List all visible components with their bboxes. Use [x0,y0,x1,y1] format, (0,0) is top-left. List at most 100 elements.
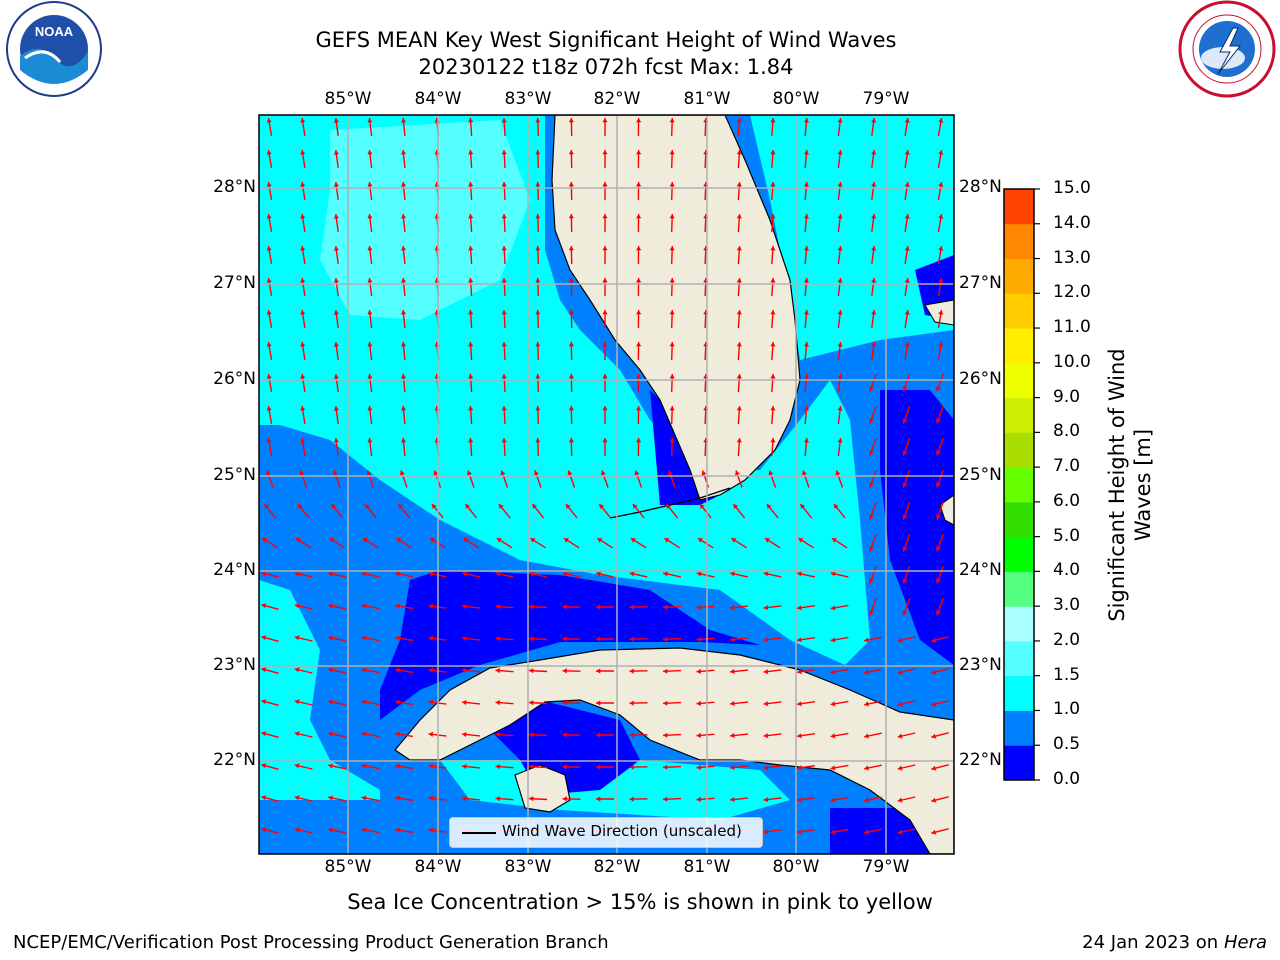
wind-arrow-head [429,538,435,543]
wind-arrow-head [568,150,574,155]
lon-label-top: 81°W [683,89,731,109]
wind-arrow-head [602,182,608,187]
wind-arrow-head [902,450,908,456]
wind-arrow-head [636,182,642,187]
wind-arrow-head [803,374,809,379]
wind-arrow-head [803,438,809,443]
wind-arrow-head [261,795,267,801]
footer-date-text: 24 Jan 2023 on [1082,932,1224,953]
lon-label-bottom: 81°W [683,857,731,877]
wind-arrow-head [294,731,300,737]
wind-arrow-head [629,636,634,642]
wind-arrow-head [602,438,608,443]
wind-arrow-head [797,701,802,707]
wind-arrow-head [904,246,910,251]
wind-arrow-head [596,764,601,770]
colorbar-segment [1004,640,1034,677]
sea-ice-note: Sea Ice Concentration > 15% is shown in … [347,890,933,914]
wind-arrow-head [495,732,500,738]
wind-arrow-head [529,732,534,738]
wind-arrow-head [401,150,407,155]
lat-label-left: 28°N [213,177,256,197]
wind-arrow-head [629,668,634,674]
wind-arrow-head [367,438,373,443]
wind-arrow-head [763,605,769,611]
wind-arrow-head [428,827,434,833]
wind-arrow-head [837,310,843,315]
colorbar-tick-label: 7.0 [1053,456,1081,477]
wind-arrow-head [830,571,836,577]
wind-arrow-head [763,829,769,835]
wind-arrow-head [433,470,439,476]
wind-arrow-head [602,278,608,283]
colorbar-segment [1004,606,1034,642]
wind-arrow-head [770,150,776,155]
wind-arrow-head [797,637,802,643]
wind-arrow-head [669,118,675,123]
wind-arrow-head [663,636,668,642]
wind-arrow-head [361,763,367,769]
chart-title: GEFS MEAN Key West Significant Height of… [315,28,897,52]
wind-arrow-head [428,667,434,673]
wind-arrow-head [568,438,574,443]
wind-arrow-head [465,504,471,509]
wind-arrow-head [535,214,541,219]
wind-arrow-head [931,733,937,739]
wind-arrow-head [902,418,908,424]
wind-arrow-head [938,214,944,219]
wind-arrow-head [602,214,608,219]
wind-arrow-head [562,636,567,642]
wind-arrow-head [663,668,668,674]
lon-label-top: 82°W [593,89,641,109]
wind-arrow-head [602,118,608,123]
wind-arrow-head [398,504,404,509]
wind-arrow-head [897,733,903,739]
wind-arrow-head [300,182,306,187]
lat-label-right: 24°N [959,560,1002,580]
wind-arrow-head [871,246,877,251]
wind-arrow-head [401,214,407,219]
wind-arrow-head [468,310,474,315]
wind-arrow-head [400,470,405,476]
wind-arrow-head [871,214,877,219]
wind-arrow-head [468,406,474,411]
wind-arrow-head [797,733,802,739]
wind-arrow-head [629,571,635,577]
wind-arrow-head [864,765,869,771]
wind-arrow-head [367,278,373,283]
wind-arrow-head [328,603,333,609]
wind-arrow-head [501,182,507,187]
wind-arrow-head [431,504,437,509]
wind-arrow-head [936,450,941,456]
wind-arrow-head [495,764,500,770]
wind-arrow-head [803,214,809,219]
wind-arrow-head [329,538,335,543]
wind-arrow-head [730,604,735,610]
wind-arrow-head [535,278,541,283]
wind-arrow-head [697,538,703,543]
wind-arrow-head [468,374,474,379]
wind-arrow-head [535,438,541,443]
wind-arrow-head [669,150,675,155]
wind-arrow-head [300,278,306,283]
wind-arrow-head [331,504,337,509]
wind-arrow-head [367,342,373,347]
wind-arrow-head [669,406,675,411]
wind-arrow-head [333,310,339,315]
colorbar-tick-label: 2.0 [1053,629,1081,650]
wind-arrow-head [902,386,908,392]
colorbar-tick-label: 0.5 [1053,734,1081,755]
wind-arrow-head [869,450,874,456]
wind-arrow-head [266,246,272,251]
lat-label-left: 23°N [213,655,256,675]
wind-arrow-head [266,118,272,123]
wind-arrow-head [596,796,601,802]
wind-arrow-head [763,765,769,771]
colorbar-tick-label: 12.0 [1053,282,1091,303]
colorbar-segment [1004,397,1034,433]
wind-arrow-head [597,538,603,543]
wind-arrow-head [797,669,802,675]
lat-label-left: 26°N [213,369,256,389]
wind-arrow-head [931,765,937,771]
colorbar-tick-label: 0.0 [1053,769,1081,789]
